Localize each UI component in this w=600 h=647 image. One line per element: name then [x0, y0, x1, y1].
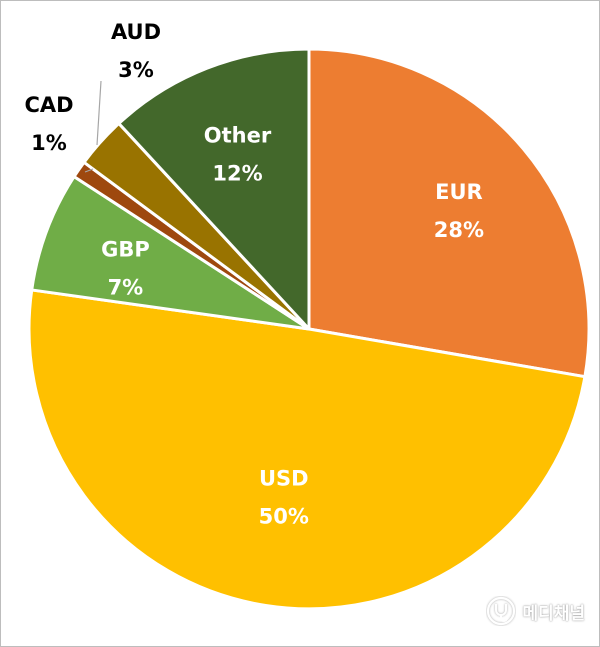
slice-eur [307, 47, 591, 379]
slice-label-gbp: GBP 7% [101, 237, 150, 299]
slice-name-usd: USD [259, 466, 309, 490]
leader-lines [84, 80, 102, 173]
slice-name-cad: CAD [24, 93, 73, 117]
slice-label-cad: CAD 1% [24, 93, 73, 155]
slice-name-aud: AUD [111, 20, 161, 44]
slice-other [117, 47, 311, 331]
pie-slices [27, 47, 591, 611]
slice-percent-eur: 28% [434, 218, 484, 242]
watermark: 메디채널 [486, 596, 585, 626]
slice-label-eur: EUR 28% [434, 180, 484, 242]
slice-percent-usd: 50% [259, 504, 309, 528]
slice-label-aud: AUD 3% [111, 20, 161, 82]
slice-name-eur: EUR [435, 180, 483, 204]
slice-usd [27, 288, 587, 611]
leader-line-cad [84, 168, 94, 173]
slice-label-other: Other 12% [204, 124, 272, 186]
slice-labels: EUR 28% USD 50% GBP 7% CAD 1% AUD 3% Other 12% [24, 20, 484, 528]
leader-line-aud [96, 80, 102, 146]
stethoscope-icon [487, 596, 516, 626]
slice-gbp [30, 175, 311, 331]
slice-percent-cad: 1% [31, 131, 67, 155]
slice-label-usd: USD 50% [259, 466, 309, 528]
slice-percent-aud: 3% [118, 58, 154, 82]
slice-percent-gbp: 7% [108, 275, 144, 299]
slice-percent-other: 12% [212, 162, 262, 186]
slice-name-other: Other [204, 124, 272, 148]
watermark-text: 메디채널 [522, 603, 585, 624]
slice-name-gbp: GBP [101, 237, 150, 261]
